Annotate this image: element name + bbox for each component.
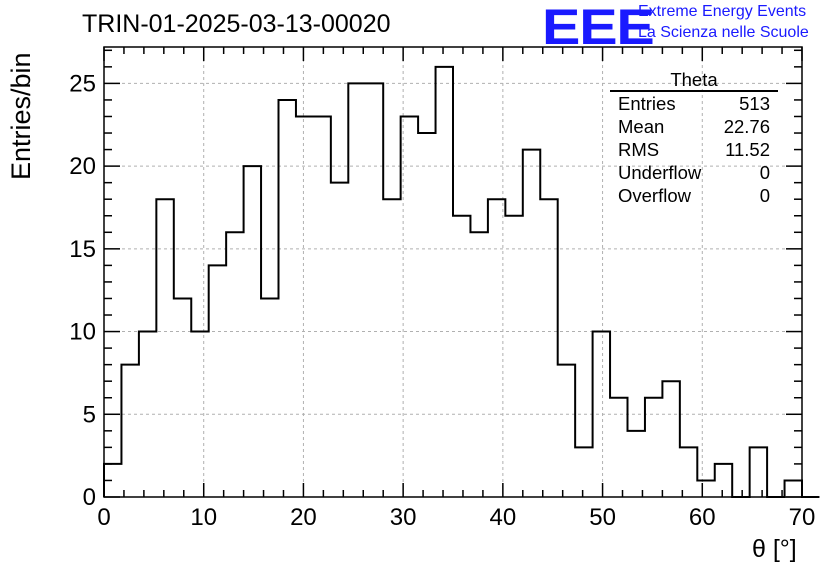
x-tick-label: 60 [689, 504, 716, 531]
histogram-bin [610, 398, 627, 497]
y-tick-label: 20 [69, 153, 96, 180]
stats-label: RMS [618, 139, 660, 160]
histogram-bin [261, 298, 278, 497]
stats-value: 513 [739, 93, 770, 114]
histogram-bin [697, 480, 714, 497]
eee-logo: EEE [542, 0, 655, 55]
y-tick-label: 5 [83, 401, 96, 428]
stats-value: 22.76 [723, 116, 770, 137]
stats-label: Mean [618, 116, 665, 137]
histogram-bin [244, 166, 261, 497]
x-tick-label: 10 [190, 504, 217, 531]
histogram-bin [191, 332, 208, 497]
stats-value: 11.52 [725, 139, 770, 160]
x-tick-label: 0 [97, 504, 110, 531]
stats-row-overflow: Overflow 0 [610, 184, 778, 207]
histogram-bin [156, 199, 173, 497]
histogram-bin [662, 381, 679, 497]
y-tick-label: 25 [69, 70, 96, 97]
chart-title: TRIN-01-2025-03-13-00020 [82, 10, 391, 38]
y-tick-label: 0 [83, 484, 96, 511]
histogram-bin [523, 150, 540, 497]
histogram-bin [331, 183, 348, 497]
histogram-bin [593, 332, 610, 497]
histogram-bin [750, 447, 767, 497]
stats-box: Theta Entries 513 Mean 22.76 RMS 11.52 U… [610, 70, 778, 207]
histogram-bin [296, 116, 313, 497]
stats-row-entries: Entries 513 [610, 92, 778, 115]
histogram-bin [505, 216, 522, 497]
histogram-outline [103, 65, 820, 498]
x-axis-label: θ [°] [752, 535, 797, 563]
x-tick-label: 30 [390, 504, 417, 531]
histogram-bin [453, 216, 470, 497]
histogram-bin [209, 265, 226, 497]
histogram-bin [680, 447, 697, 497]
histogram-bin [785, 480, 802, 497]
histogram-bin [645, 398, 662, 497]
histogram-bin [488, 199, 505, 497]
x-tick-label: 70 [789, 504, 816, 531]
x-tick-label: 20 [290, 504, 317, 531]
histogram-bin [139, 332, 156, 497]
stats-label: Entries [618, 93, 676, 114]
histogram-bin [366, 83, 383, 497]
histogram-bin [540, 199, 557, 497]
x-tick-label: 40 [490, 504, 517, 531]
histogram-bin [174, 298, 191, 497]
y-tick-label: 10 [69, 319, 96, 346]
plot-frame [103, 46, 803, 498]
histogram-bin [313, 116, 330, 497]
histogram-bin [436, 67, 453, 497]
histogram-bin [121, 365, 138, 497]
histogram-bin [279, 100, 296, 497]
histogram-bin [558, 365, 575, 497]
histogram-bin [383, 199, 400, 497]
histogram-bin [715, 464, 732, 497]
histogram-bin [401, 116, 418, 497]
histogram-bin [575, 447, 592, 497]
stats-value: 0 [759, 185, 770, 206]
histogram-bin [348, 83, 365, 497]
y-axis-label: Entries/bin [6, 52, 36, 180]
histogram-bin [628, 431, 645, 497]
logo-subtitle-2: La Scienza nelle Scuole [638, 24, 809, 41]
stats-value: 0 [759, 162, 770, 183]
logo-subtitle-1: Extreme Energy Events [638, 3, 807, 20]
stats-row-rms: RMS 11.52 [610, 138, 778, 161]
stats-label: Underflow [618, 162, 702, 183]
histogram-bin [470, 232, 487, 497]
histogram-bin [418, 133, 435, 497]
x-tick-label: 50 [589, 504, 616, 531]
stats-row-mean: Mean 22.76 [610, 115, 778, 138]
stats-label: Overflow [618, 185, 691, 206]
stats-title: Theta [610, 70, 778, 92]
y-tick-label: 15 [69, 236, 96, 263]
histogram-bin [226, 232, 243, 497]
stats-row-underflow: Underflow 0 [610, 161, 778, 184]
